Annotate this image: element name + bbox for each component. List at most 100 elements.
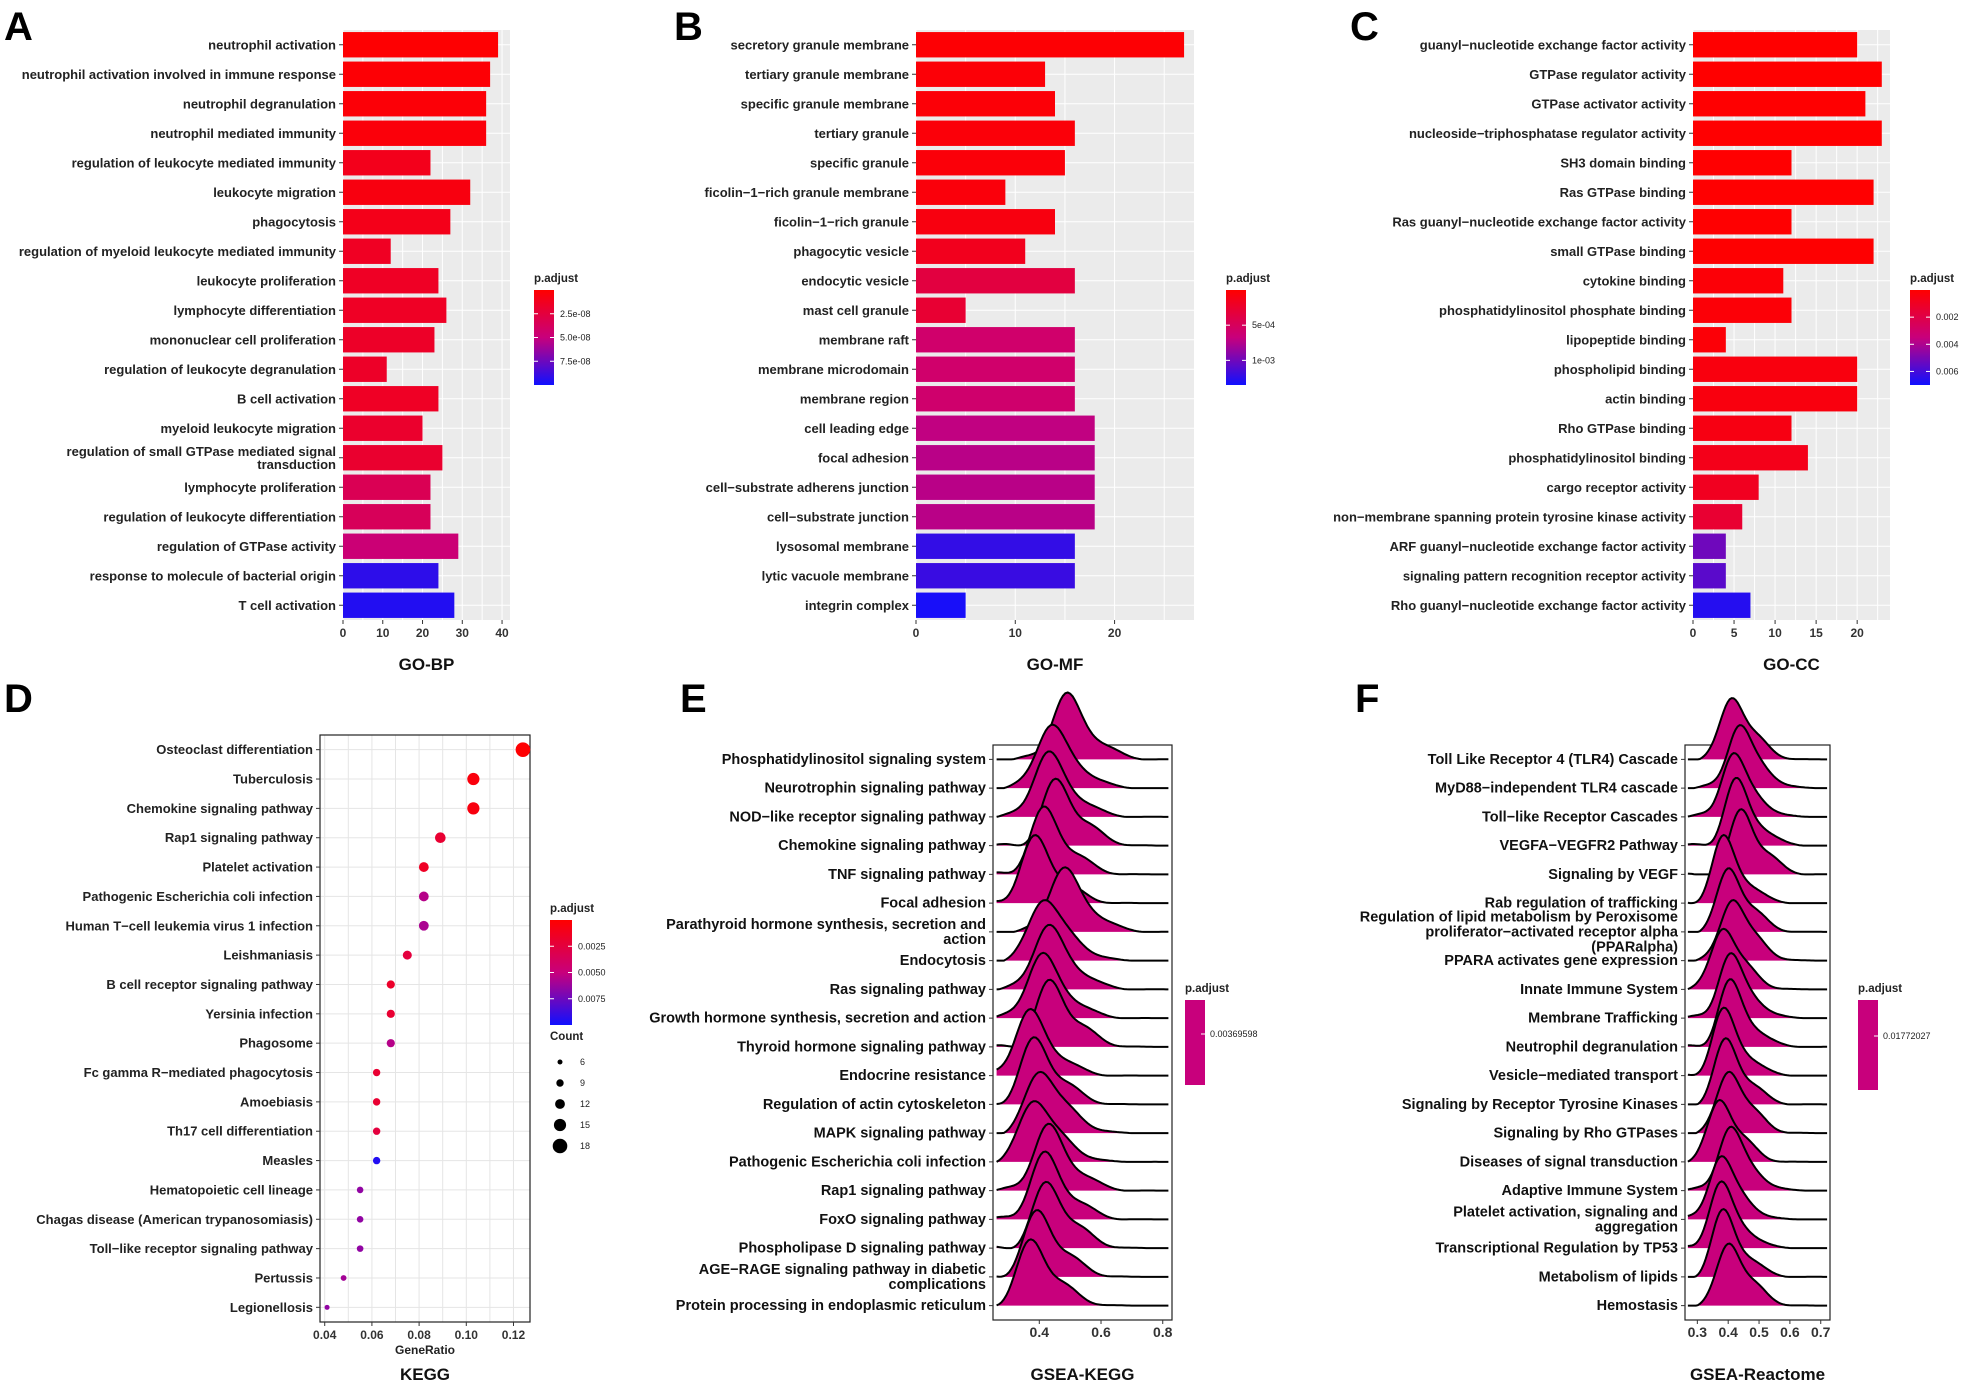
category-label-D-7: Leishmaniasis	[223, 948, 313, 963]
x-tick-E-0: 0.4	[1030, 1324, 1050, 1340]
x-tick-F-1: 0.4	[1718, 1324, 1738, 1340]
legend-size-label-D-2: 12	[580, 1099, 590, 1109]
x-tick-E-1: 0.6	[1091, 1324, 1111, 1340]
point-D-2	[467, 802, 480, 815]
chart-title-D: KEGG	[400, 1365, 450, 1384]
bar-A-1	[343, 61, 491, 87]
bar-A-11	[343, 356, 387, 382]
bar-A-19	[343, 592, 455, 618]
category-label-F-12: Signaling by Receptor Tyrosine Kinases	[1402, 1097, 1678, 1113]
bar-A-16	[343, 504, 431, 530]
bar-C-17	[1693, 533, 1726, 559]
category-label-F-5: Rab regulation of trafficking	[1485, 896, 1678, 912]
legend-colorbar-C	[1910, 290, 1930, 385]
category-label-C-18: signaling pattern recognition receptor a…	[1403, 568, 1687, 583]
bar-B-9	[916, 297, 966, 323]
x-tick-F-2: 0.5	[1749, 1324, 1769, 1340]
panel-label-D: D	[4, 677, 33, 721]
bar-A-17	[343, 533, 459, 559]
x-tick-C-0: 0	[1690, 626, 1697, 640]
category-label-B-4: specific granule	[810, 155, 909, 170]
category-label-C-13: Rho GTPase binding	[1558, 421, 1686, 436]
bar-A-13	[343, 415, 423, 441]
bar-A-3	[343, 120, 487, 146]
x-tick-D-0: 0.04	[313, 1328, 337, 1342]
category-label-D-4: Platelet activation	[202, 860, 313, 875]
category-label-C-15: cargo receptor activity	[1547, 480, 1687, 495]
category-label-C-1: GTPase regulator activity	[1529, 67, 1687, 82]
bar-B-10	[916, 327, 1075, 353]
bar-B-18	[916, 563, 1075, 589]
point-D-10	[386, 1039, 395, 1048]
bar-B-7	[916, 238, 1026, 264]
ridge-line-F-2	[1687, 752, 1828, 818]
bar-B-4	[916, 150, 1065, 176]
legend-colorbar-E	[1185, 1000, 1205, 1085]
ridge-line-F-9	[1687, 952, 1828, 1020]
category-label-A-7: regulation of myeloid leukocyte mediated…	[19, 244, 337, 259]
category-label-F-6: Regulation of lipid metabolism by Peroxi…	[1360, 909, 1679, 955]
bar-B-5	[916, 179, 1006, 205]
category-label-D-2: Chemokine signaling pathway	[127, 801, 314, 816]
category-label-A-3: neutrophil mediated immunity	[150, 126, 336, 141]
legend-colorbar-D	[550, 920, 572, 1025]
bar-A-2	[343, 91, 487, 117]
bar-C-9	[1693, 297, 1792, 323]
ridge-line-F-17	[1687, 1180, 1828, 1250]
panel-label-F: F	[1355, 677, 1379, 721]
chart-title-E: GSEA-KEGG	[1031, 1365, 1135, 1384]
bar-C-4	[1693, 150, 1792, 176]
category-label-D-1: Tuberculosis	[233, 772, 313, 787]
category-label-D-5: Pathogenic Escherichia coli infection	[83, 889, 314, 904]
bar-B-2	[916, 91, 1055, 117]
category-label-D-19: Legionellosis	[230, 1300, 313, 1315]
category-label-A-13: myeloid leukocyte migration	[160, 421, 336, 436]
x-tick-B-1: 10	[1009, 626, 1023, 640]
bar-A-15	[343, 474, 431, 500]
legend-size-dot-D-3	[553, 1118, 567, 1132]
ridge-fill-E-0	[996, 692, 1169, 760]
legend-tick-D-0: 0.0025	[578, 941, 606, 951]
category-label-B-17: lysosomal membrane	[776, 539, 909, 554]
bar-B-6	[916, 209, 1055, 235]
category-label-C-5: Ras GTPase binding	[1560, 185, 1686, 200]
plot-area-C	[1693, 30, 1890, 620]
category-label-E-19: Protein processing in endoplasmic reticu…	[676, 1298, 986, 1314]
category-label-F-0: Toll Like Receptor 4 (TLR4) Cascade	[1428, 752, 1678, 768]
ridge-line-F-14	[1687, 1098, 1828, 1163]
chart-title-C: GO-CC	[1763, 655, 1820, 674]
point-D-11	[372, 1068, 381, 1077]
bar-C-2	[1693, 91, 1866, 117]
ridge-fill-F-3	[1687, 778, 1828, 846]
category-label-E-18: AGE−RAGE signaling pathway in diabetic co…	[699, 1262, 986, 1293]
x-tick-D-3: 0.10	[455, 1328, 479, 1342]
category-label-A-14: regulation of small GTPase mediated sign…	[67, 444, 337, 472]
category-label-A-8: leukocyte proliferation	[197, 273, 336, 288]
panel-D: D Osteoclast differentiation Tuberculosis C…	[4, 677, 606, 1384]
point-D-4	[418, 862, 429, 872]
category-label-C-9: phosphatidylinositol phosphate binding	[1439, 303, 1686, 318]
category-label-E-11: Endocrine resistance	[839, 1068, 986, 1084]
category-label-F-1: MyD88−independent TLR4 cascade	[1435, 781, 1678, 797]
point-D-7	[402, 950, 412, 960]
category-label-F-17: Transcriptional Regulation by TP53	[1435, 1241, 1678, 1257]
legend-colorbar-A	[534, 290, 554, 385]
point-D-13	[372, 1127, 381, 1135]
category-label-D-15: Hematopoietic cell lineage	[150, 1182, 313, 1197]
category-label-B-3: tertiary granule	[814, 126, 909, 141]
legend-title-E: p.adjust	[1185, 983, 1229, 995]
ridge-line-E-2	[996, 750, 1169, 818]
category-label-F-8: Innate Immune System	[1520, 982, 1678, 998]
category-label-A-18: response to molecule of bacterial origin	[90, 568, 336, 583]
bar-B-19	[916, 592, 966, 618]
legend-tick-C-2: 0.006	[1936, 366, 1959, 376]
category-label-A-15: lymphocyte proliferation	[184, 480, 336, 495]
x-tick-A-0: 0	[340, 626, 347, 640]
category-label-F-15: Adaptive Immune System	[1502, 1183, 1678, 1199]
category-label-E-0: Phosphatidylinositol signaling system	[722, 752, 986, 768]
point-D-5	[418, 891, 429, 902]
category-label-C-10: lipopeptide binding	[1566, 332, 1686, 347]
ridge-line-F-7	[1687, 899, 1828, 962]
category-label-C-19: Rho guanyl−nucleotide exchange factor ac…	[1391, 598, 1687, 613]
